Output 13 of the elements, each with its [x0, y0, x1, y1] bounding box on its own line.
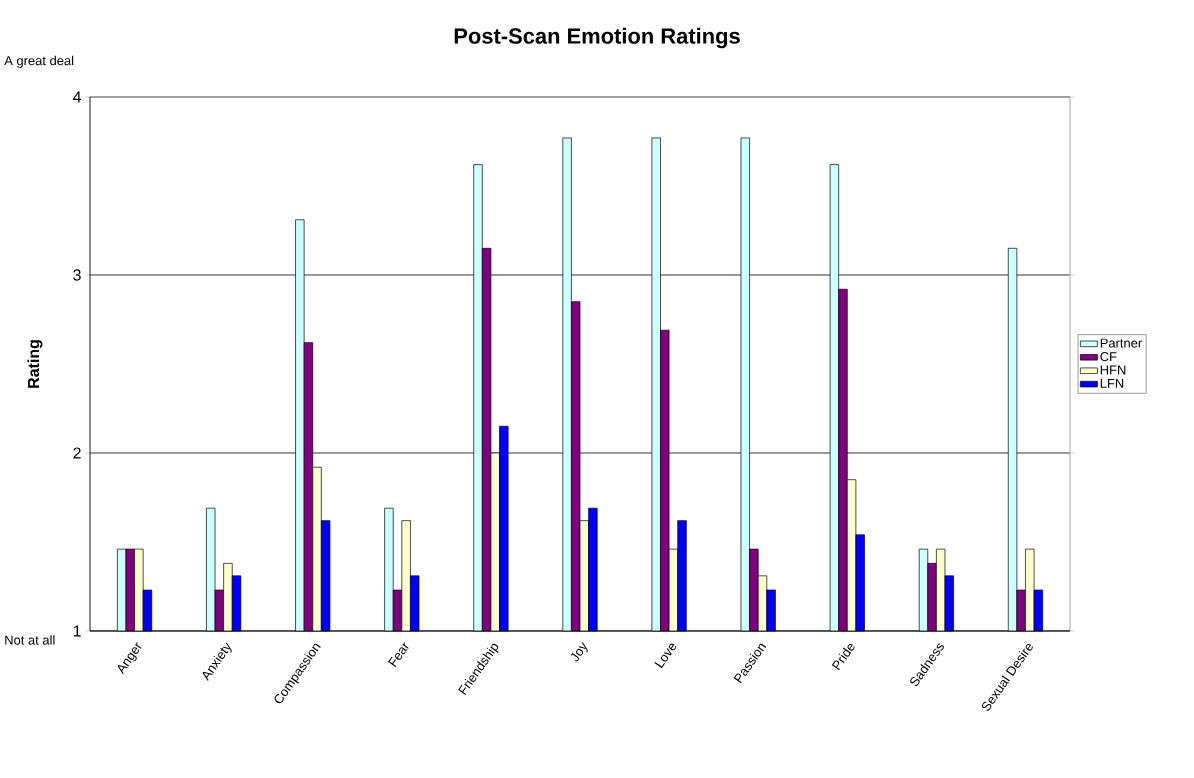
chart-title: Post-Scan Emotion Ratings	[454, 27, 740, 49]
text: A great deal	[4, 55, 74, 68]
y-tick-label: 4	[72, 91, 82, 103]
legend-label: HFN	[1100, 365, 1126, 375]
x-tick-label: Joy	[570, 642, 588, 662]
legend-label: Partner	[1100, 338, 1142, 348]
y-tick-label: 3	[73, 269, 81, 281]
legend-label: LFN	[1100, 378, 1124, 388]
text: Not at all	[5, 635, 55, 645]
y-axis-title: Rating	[27, 340, 43, 388]
legend-label: CF	[1100, 352, 1117, 362]
y-tick-label: 1	[73, 625, 81, 637]
y-tick-label: 2	[73, 447, 81, 459]
